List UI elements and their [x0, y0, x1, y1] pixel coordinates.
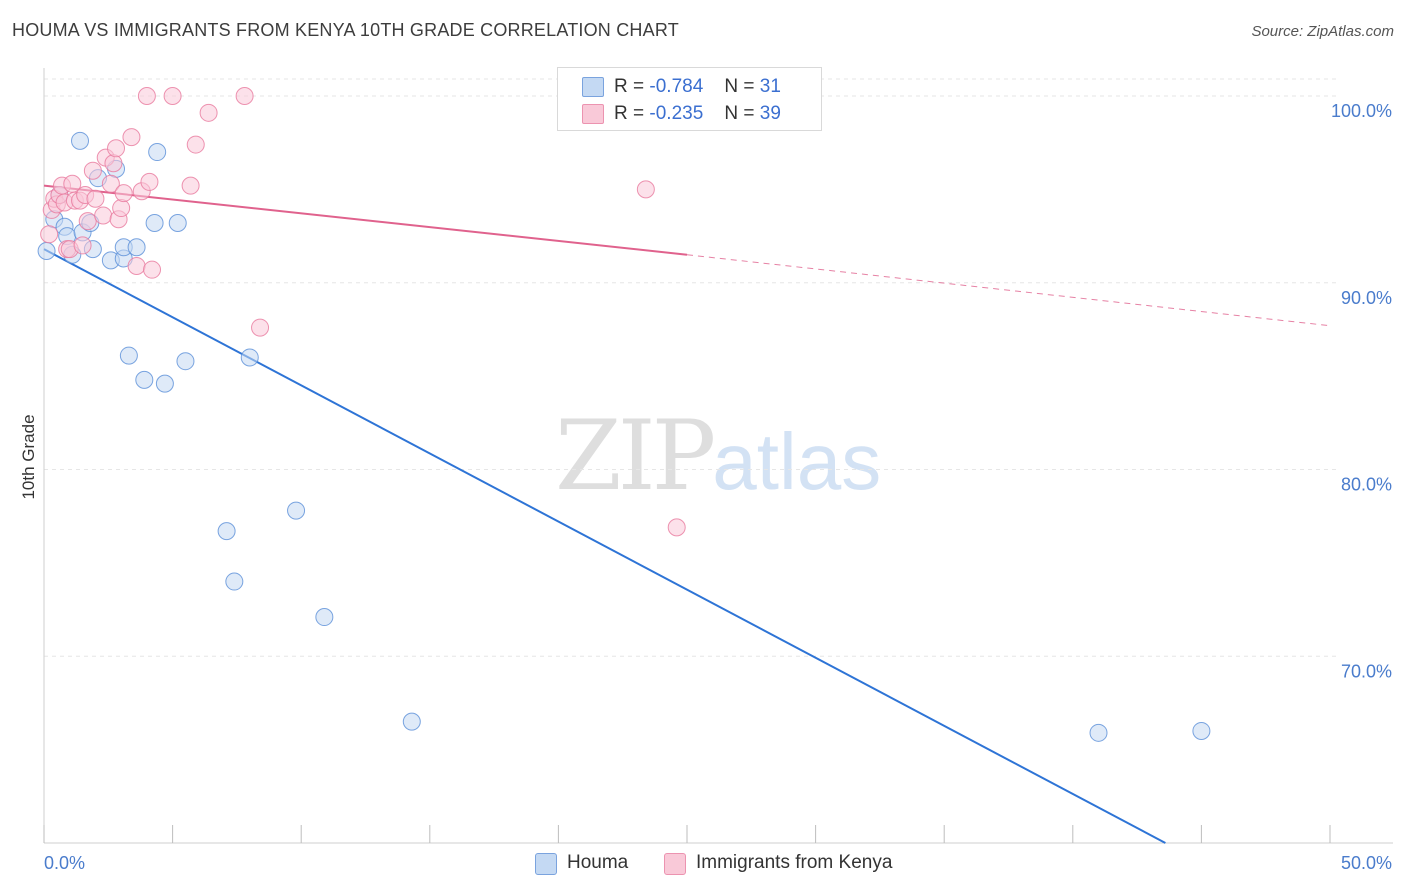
trend-line-houma [43, 248, 1166, 844]
point-houma-20 [155, 374, 174, 393]
point-houma-21 [168, 214, 187, 232]
trend-lines [43, 184, 1331, 844]
y-tick-label-90: 90.0% [1341, 288, 1392, 308]
x-tick-label-0: 0.0% [44, 853, 85, 873]
point-kenya-15 [83, 161, 102, 180]
n-value: 39 [759, 103, 781, 124]
bottom-legend-swatch-houma [535, 853, 557, 875]
point-houma-0 [37, 242, 56, 261]
y-tick-label-100: 100.0% [1331, 101, 1392, 121]
point-kenya-24 [114, 184, 133, 203]
trend-line-kenya-extension [686, 254, 1331, 327]
legend-swatch-houma [582, 77, 604, 97]
point-kenya-26 [127, 256, 146, 275]
point-houma-15 [127, 238, 146, 257]
point-houma-29 [1089, 723, 1108, 742]
point-kenya-33 [186, 135, 205, 154]
watermark: ZIPatlas [555, 400, 881, 512]
point-kenya-34 [199, 103, 218, 122]
correlation-legend: R = -0.784 N = 31 R = -0.235 N = 39 [557, 67, 822, 131]
point-kenya-28 [137, 87, 156, 106]
x-tick-label-50: 50.0% [1341, 853, 1392, 873]
point-kenya-31 [163, 87, 182, 106]
n-label: N = [724, 103, 755, 124]
point-kenya-19 [101, 174, 120, 193]
point-houma-28 [402, 712, 421, 731]
y-tick-label-80: 80.0% [1341, 475, 1392, 495]
r-label: R = [614, 103, 645, 124]
y-axis-label: 10th Grade [19, 414, 38, 499]
point-houma-27 [315, 608, 334, 627]
legend-text-kenya: R = -0.235 N = 39 [614, 103, 781, 125]
point-houma-24 [225, 572, 244, 591]
bottom-legend-label-kenya: Immigrants from Kenya [696, 852, 893, 873]
point-kenya-37 [636, 180, 655, 199]
point-houma-26 [287, 501, 306, 520]
point-kenya-32 [181, 176, 200, 195]
point-houma-18 [148, 143, 167, 162]
point-kenya-38 [667, 518, 686, 537]
bottom-legend-label-houma: Houma [567, 852, 629, 873]
axes [43, 68, 1393, 844]
bottom-legend-swatch-kenya [664, 853, 686, 875]
point-houma-22 [176, 352, 195, 371]
point-kenya-14 [78, 212, 97, 231]
r-label: R = [614, 76, 645, 97]
point-houma-30 [1192, 721, 1211, 740]
point-kenya-29 [140, 172, 159, 191]
watermark-atlas: atlas [712, 417, 882, 506]
point-houma-17 [135, 370, 154, 389]
point-houma-23 [217, 522, 236, 541]
point-kenya-30 [143, 260, 162, 279]
point-kenya-16 [86, 189, 105, 208]
r-value: -0.784 [649, 76, 704, 97]
point-kenya-36 [251, 318, 270, 337]
data-points [37, 87, 1211, 742]
trend-line-kenya [43, 184, 688, 256]
chart-title: HOUMA VS IMMIGRANTS FROM KENYA 10TH GRAD… [12, 20, 679, 40]
point-kenya-20 [104, 154, 123, 173]
point-houma-19 [145, 214, 164, 232]
n-label: N = [724, 76, 755, 97]
point-kenya-0 [40, 225, 59, 244]
source-label: Source: ZipAtlas.com [1251, 23, 1394, 40]
point-kenya-23 [112, 199, 131, 218]
point-kenya-17 [94, 206, 113, 225]
point-houma-25 [240, 348, 259, 367]
point-houma-16 [119, 346, 138, 365]
legend-text-houma: R = -0.784 N = 31 [614, 76, 781, 98]
point-kenya-35 [235, 87, 254, 106]
tick-labels: 70.0% 80.0% 90.0% 100.0% 0.0% 50.0% [44, 101, 1392, 873]
legend-swatch-kenya [582, 104, 604, 124]
r-value: -0.235 [649, 103, 704, 124]
n-value: 31 [759, 76, 781, 97]
point-kenya-12 [73, 236, 92, 255]
y-tick-label-70: 70.0% [1341, 661, 1392, 681]
point-kenya-25 [122, 128, 141, 147]
point-houma-6 [71, 131, 90, 150]
watermark-zip: ZIP [555, 400, 716, 512]
gridlines [44, 78, 1340, 657]
point-kenya-21 [107, 139, 126, 158]
